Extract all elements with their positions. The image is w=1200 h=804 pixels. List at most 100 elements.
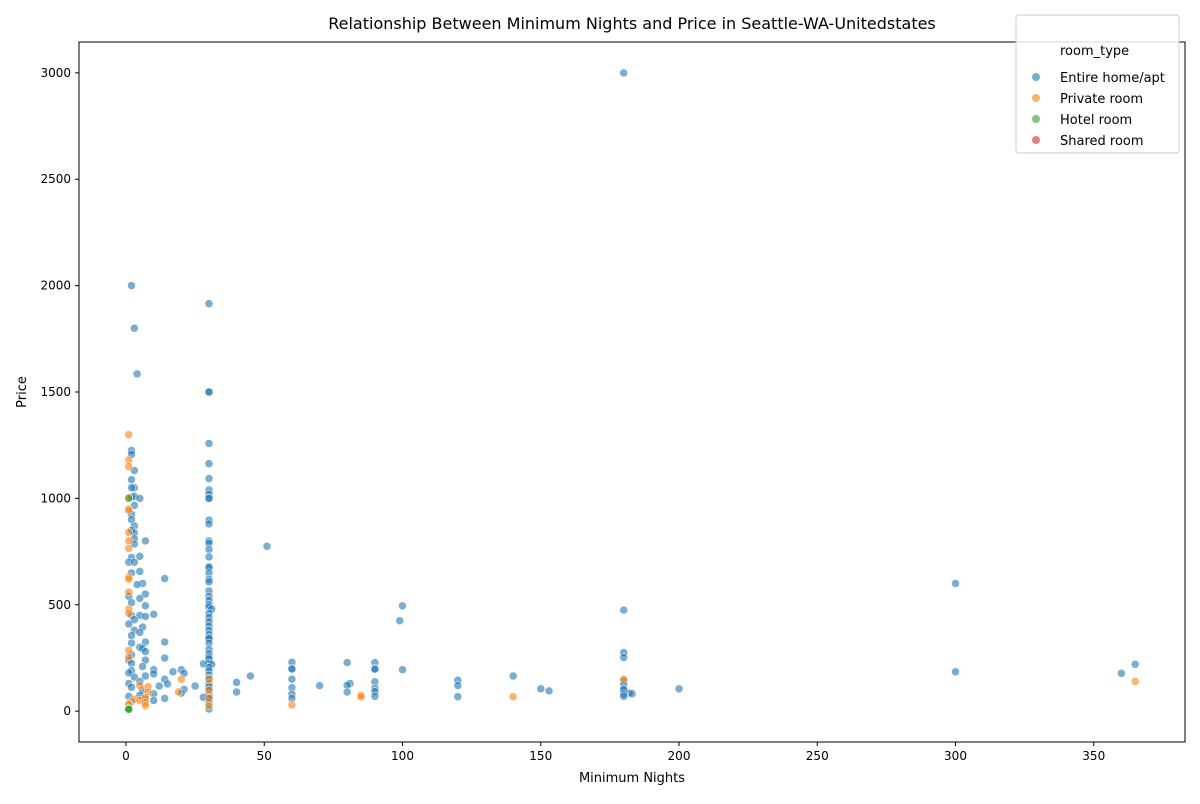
- x-tick-label: 150: [529, 749, 552, 763]
- data-point: [190, 681, 200, 691]
- x-tick-label: 0: [122, 749, 130, 763]
- data-point: [149, 696, 158, 705]
- data-point: [204, 519, 214, 529]
- data-point: [232, 687, 241, 697]
- legend-box: [1015, 14, 1180, 154]
- legend-label: Entire home/apt: [1060, 71, 1165, 86]
- x-tick-label: 250: [806, 749, 829, 763]
- x-tick-label: 300: [944, 749, 967, 763]
- data-point: [124, 544, 134, 553]
- data-point: [127, 683, 136, 692]
- data-point: [453, 692, 463, 701]
- legend: room_type Entire home/apt Private room Hot…: [1015, 14, 1180, 154]
- data-point: [674, 684, 684, 694]
- data-point: [127, 631, 136, 640]
- data-point: [1130, 660, 1140, 669]
- data-point: [124, 536, 134, 546]
- data-point: [287, 664, 297, 674]
- data-point: [130, 323, 139, 333]
- data-point: [204, 577, 214, 587]
- data-point: [262, 542, 272, 551]
- data-point: [160, 637, 169, 647]
- data-point: [619, 692, 628, 701]
- x-axis-ticks: 0 50 100 150 200 250 300 350: [122, 742, 1105, 763]
- y-tick-label: 2500: [40, 172, 71, 186]
- data-point: [1130, 677, 1140, 686]
- data-point: [124, 430, 134, 439]
- data-point: [124, 587, 134, 597]
- data-point: [124, 528, 134, 537]
- data-point: [246, 671, 255, 681]
- legend-marker: [1032, 136, 1040, 144]
- data-point: [398, 665, 407, 674]
- data-point: [160, 574, 169, 583]
- legend-label: Hotel room: [1060, 113, 1132, 128]
- data-point: [204, 494, 214, 503]
- data-point: [160, 653, 169, 663]
- data-point: [127, 638, 136, 648]
- data-point: [124, 652, 134, 662]
- data-point: [204, 685, 214, 695]
- data-point: [287, 674, 297, 684]
- x-tick-label: 200: [668, 749, 691, 763]
- data-point: [141, 612, 150, 621]
- x-tick-label: 350: [1082, 749, 1105, 763]
- data-point: [204, 459, 214, 468]
- legend-label: Private room: [1060, 92, 1143, 107]
- data-point: [508, 671, 518, 681]
- data-point: [204, 701, 214, 711]
- data-point: [124, 494, 134, 503]
- legend-marker: [1032, 73, 1040, 81]
- x-tick-label: 100: [391, 749, 414, 763]
- data-point: [951, 579, 960, 588]
- data-point: [232, 678, 241, 687]
- y-axis-ticks: 0 500 1000 1500 2000 2500 3000: [40, 66, 79, 718]
- data-point: [204, 674, 214, 684]
- data-point: [135, 552, 145, 561]
- legend-label: Shared room: [1060, 134, 1144, 149]
- chart-title: Relationship Between Minimum Nights and …: [328, 14, 936, 33]
- data-point: [124, 705, 134, 714]
- data-point: [619, 68, 628, 78]
- data-point: [141, 701, 150, 711]
- data-point: [204, 545, 214, 554]
- data-point: [124, 505, 134, 515]
- data-point: [127, 281, 136, 290]
- data-point: [127, 475, 136, 484]
- data-point: [124, 574, 134, 584]
- points-layer: [124, 68, 1140, 714]
- data-point: [127, 483, 136, 492]
- legend-marker: [1032, 94, 1040, 102]
- data-point: [135, 594, 145, 603]
- data-point: [149, 669, 158, 679]
- x-tick-label: 50: [257, 749, 272, 763]
- data-point: [627, 689, 637, 698]
- data-point: [124, 619, 134, 629]
- y-tick-label: 2000: [40, 279, 71, 293]
- data-point: [370, 664, 380, 674]
- y-tick-label: 1000: [40, 491, 71, 505]
- data-point: [204, 474, 214, 483]
- data-point: [204, 694, 214, 703]
- data-point: [177, 674, 186, 684]
- data-point: [204, 552, 214, 562]
- data-point: [951, 667, 960, 677]
- data-point: [141, 601, 150, 611]
- data-point: [160, 694, 169, 703]
- data-point: [315, 681, 324, 690]
- y-tick-label: 0: [63, 704, 71, 718]
- data-point: [135, 494, 145, 503]
- y-axis-label: Price: [15, 376, 30, 408]
- data-point: [132, 369, 142, 379]
- data-point: [135, 567, 145, 576]
- data-point: [204, 387, 214, 397]
- data-point: [124, 462, 134, 471]
- data-point: [619, 674, 628, 684]
- data-point: [141, 536, 150, 546]
- data-point: [370, 692, 380, 701]
- data-point: [132, 580, 142, 589]
- data-point: [138, 662, 147, 671]
- data-point: [163, 679, 172, 689]
- data-point: [544, 686, 554, 696]
